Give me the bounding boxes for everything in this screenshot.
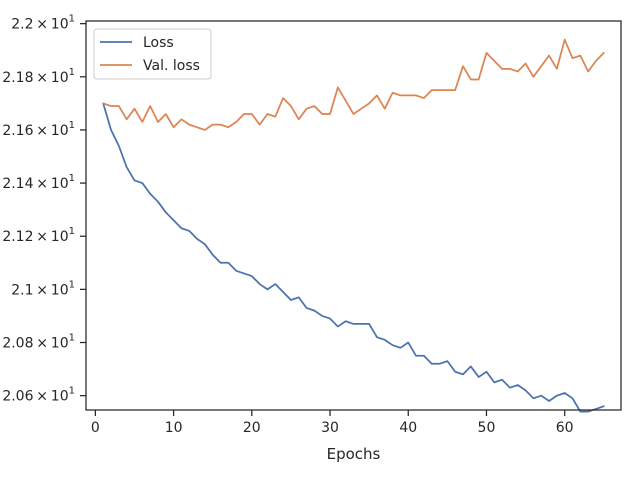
x-tick-label: 60 [556,420,574,436]
series-layer [102,38,605,413]
x-tick-label: 40 [399,420,417,436]
y-tick-label: 2.18 × 101 [2,67,75,86]
plot-frame [85,20,622,411]
y-tick-label: 2.16 × 101 [2,120,75,139]
x-tick-label: 50 [478,420,496,436]
y-tick-label: 2.1 × 101 [11,279,75,298]
legend: Loss Val. loss [93,28,212,80]
x-tick-label: 30 [321,420,339,436]
y-tick-label: 2.06 × 101 [2,386,75,405]
y-tick-label: 2.12 × 101 [2,226,75,245]
y-tick-label: 2.2 × 101 [11,14,75,33]
y-tick-label: 2.14 × 101 [2,173,75,192]
plot-area [86,21,621,410]
legend-label-val-loss: Val. loss [143,58,200,74]
x-axis: 0 10 20 30 40 50 60 [91,410,574,436]
series-line-val-loss [102,38,605,131]
x-axis-label: Epochs [327,445,381,463]
x-tick-label: 20 [243,420,261,436]
legend-label-loss: Loss [143,35,174,51]
y-tick-label: 2.08 × 101 [2,333,75,352]
series-line-loss [102,102,605,413]
x-tick-label: 0 [91,420,100,436]
x-tick-label: 10 [165,420,183,436]
y-axis: 2.06 × 101 2.08 × 101 2.1 × 101 2.12 × 101 2… [2,14,86,405]
